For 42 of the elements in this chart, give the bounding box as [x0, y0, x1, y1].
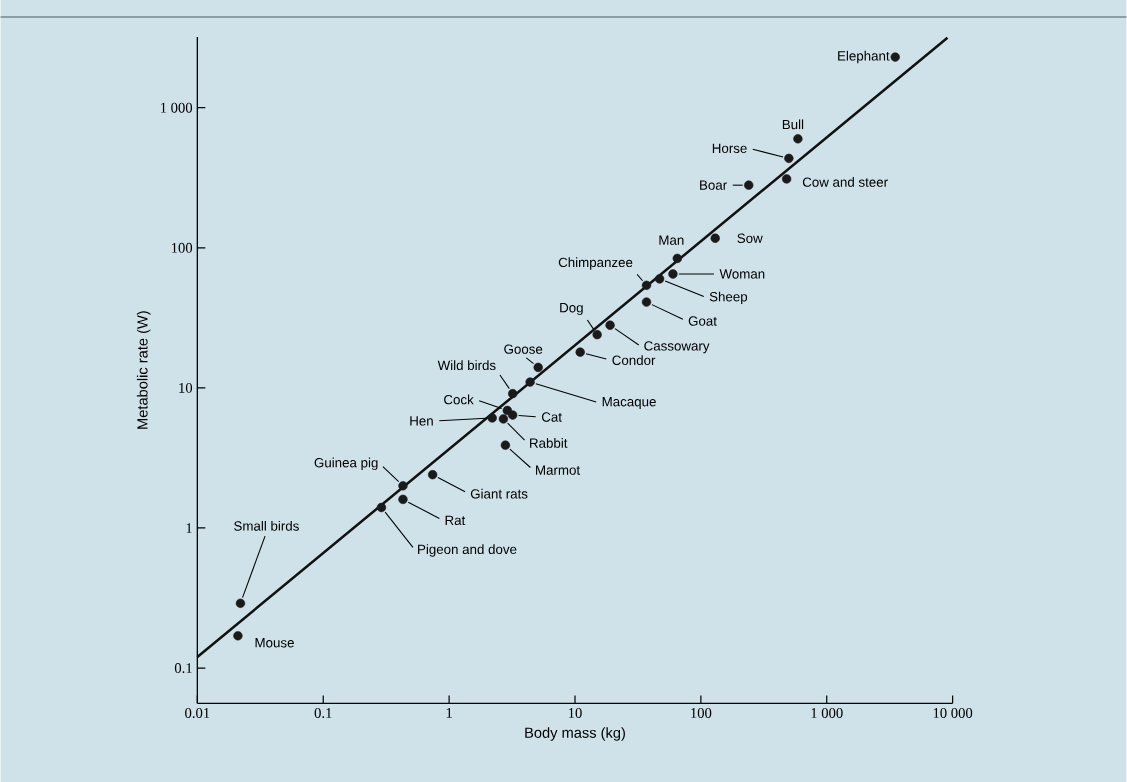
annotation: Cassowary	[644, 341, 710, 354]
y-tick-label: 1 000	[160, 102, 193, 113]
annotation: Macaque	[602, 396, 656, 409]
annotation: Elephant	[838, 50, 890, 64]
annotation: Wild birds	[437, 360, 496, 370]
y-tick-label: 1	[186, 523, 192, 533]
annotation: Goat	[688, 316, 717, 326]
annotation: Dog	[560, 302, 583, 315]
annotation: Small birds	[234, 520, 299, 531]
x-axis-title: Body mass (kg)	[525, 727, 625, 741]
annotation: Horse	[712, 143, 747, 153]
x-tick-label: 10	[568, 707, 582, 718]
annotation: Cat	[541, 412, 562, 422]
x-tick-label: 1	[446, 707, 452, 718]
annotation: Boar	[700, 180, 727, 190]
annotation: Bull	[782, 119, 804, 130]
x-tick-label: 100	[691, 707, 712, 718]
y-tick-label: 0.1	[174, 662, 192, 673]
annotation: Giant rats	[470, 488, 528, 499]
annotation: Rat	[445, 515, 466, 525]
annotation: Condor	[612, 355, 656, 365]
y-tick-label: 10	[179, 382, 193, 393]
y-axis-title: Metabolic rate (W)	[136, 311, 151, 429]
x-tick-label: 0.01	[185, 707, 210, 718]
annotation: Goose	[504, 344, 543, 354]
annotation: Sow	[737, 233, 763, 243]
annotation: Pigeon and dove	[418, 544, 517, 557]
annotation: Sheep	[709, 291, 748, 304]
annotation: Chimpanzee	[558, 257, 633, 270]
annotation: Rabbit	[530, 437, 568, 448]
annotation: Mouse	[255, 637, 294, 648]
annotation: Cow and steer	[802, 176, 888, 187]
annotation: Marmot	[536, 465, 581, 475]
annotation: Cock	[444, 394, 474, 405]
annotation: Guinea pig	[314, 457, 378, 470]
x-tick-label: 10 000	[933, 707, 973, 718]
annotation: Man	[659, 235, 684, 245]
x-tick-label: 1 000	[811, 707, 843, 718]
annotation: Woman	[719, 269, 765, 279]
y-tick-label: 100	[171, 242, 193, 253]
annotation: Hen	[410, 416, 433, 426]
x-tick-label: 0.1	[314, 707, 332, 718]
